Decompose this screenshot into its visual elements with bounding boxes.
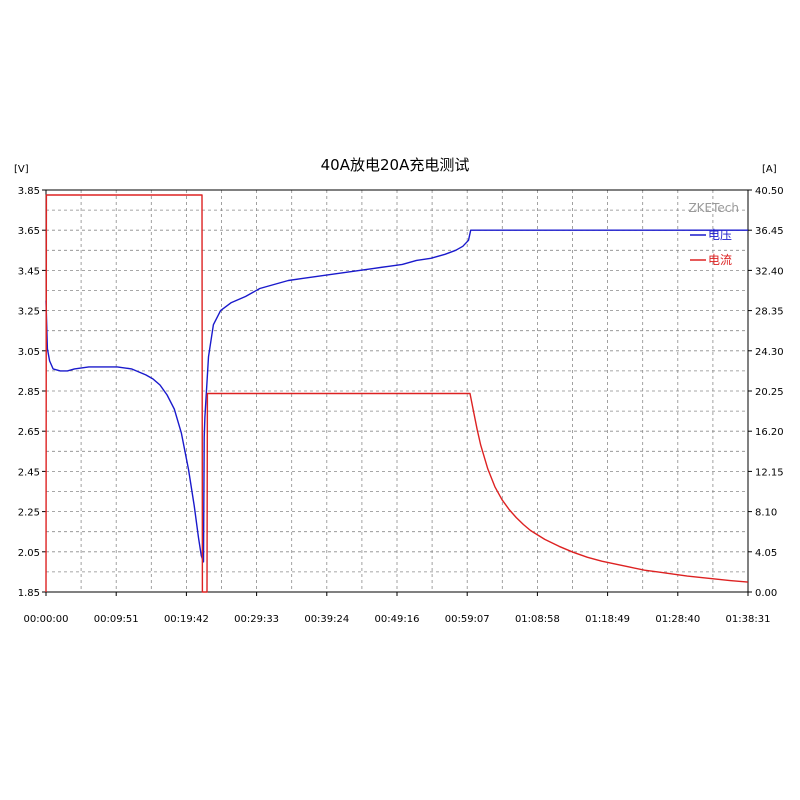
legend: 电压 电流 — [690, 228, 732, 267]
x-tick-label: 01:38:31 — [726, 614, 771, 625]
right-axis-unit: [A] — [762, 164, 777, 175]
grid — [46, 190, 748, 592]
x-tick-label: 00:39:24 — [304, 614, 349, 625]
x-tick-label: 00:00:00 — [24, 614, 69, 625]
right-tick-label: 0.00 — [755, 588, 777, 599]
right-tick-label: 16.20 — [755, 427, 784, 438]
x-tick-label: 01:28:40 — [655, 614, 700, 625]
legend-label-current: 电流 — [708, 253, 732, 267]
left-tick-label: 3.25 — [18, 307, 40, 318]
x-tick-label: 01:08:58 — [515, 614, 560, 625]
chart-title: 40A放电20A充电测试 — [321, 156, 470, 174]
right-tick-label: 32.40 — [755, 266, 784, 277]
left-tick-label: 3.65 — [18, 226, 40, 237]
series-layer — [45, 194, 748, 593]
x-tick-label: 00:19:42 — [164, 614, 209, 625]
legend-label-voltage: 电压 — [708, 228, 732, 242]
right-tick-label: 40.50 — [755, 186, 784, 197]
x-tick-label: 00:09:51 — [94, 614, 139, 625]
right-tick-label: 8.10 — [755, 508, 777, 519]
left-tick-label: 2.25 — [18, 508, 40, 519]
left-tick-label: 2.05 — [18, 548, 40, 559]
left-tick-label: 1.85 — [18, 588, 40, 599]
x-tick-label: 01:18:49 — [585, 614, 630, 625]
voltage-series-line — [45, 229, 748, 563]
left-tick-label: 3.05 — [18, 347, 40, 358]
left-axis-ticks: 3.85 3.65 3.45 3.25 3.05 2.85 2.65 2.45 2.25 2.05… — [18, 186, 46, 599]
left-tick-label: 3.45 — [18, 266, 40, 277]
current-series-line — [45, 194, 748, 593]
x-axis-ticks: 00:00:00 00:09:51 00:19:42 00:29:33 00:39:24… — [24, 592, 771, 625]
right-tick-label: 12.15 — [755, 467, 784, 478]
left-tick-label: 2.65 — [18, 427, 40, 438]
x-tick-label: 00:29:33 — [234, 614, 279, 625]
right-tick-label: 36.45 — [755, 226, 784, 237]
watermark: ZKETech — [688, 201, 739, 215]
right-tick-label: 4.05 — [755, 548, 777, 559]
left-axis-unit: [V] — [14, 164, 29, 175]
right-tick-label: 28.35 — [755, 307, 784, 318]
left-tick-label: 2.45 — [18, 467, 40, 478]
right-axis-ticks: 40.50 36.45 32.40 28.35 24.30 20.25 16.20 12.15… — [748, 186, 784, 599]
right-tick-label: 24.30 — [755, 347, 784, 358]
right-tick-label: 20.25 — [755, 387, 784, 398]
left-tick-label: 2.85 — [18, 387, 40, 398]
x-tick-label: 00:59:07 — [445, 614, 490, 625]
left-tick-label: 3.85 — [18, 186, 40, 197]
x-tick-label: 00:49:16 — [375, 614, 420, 625]
